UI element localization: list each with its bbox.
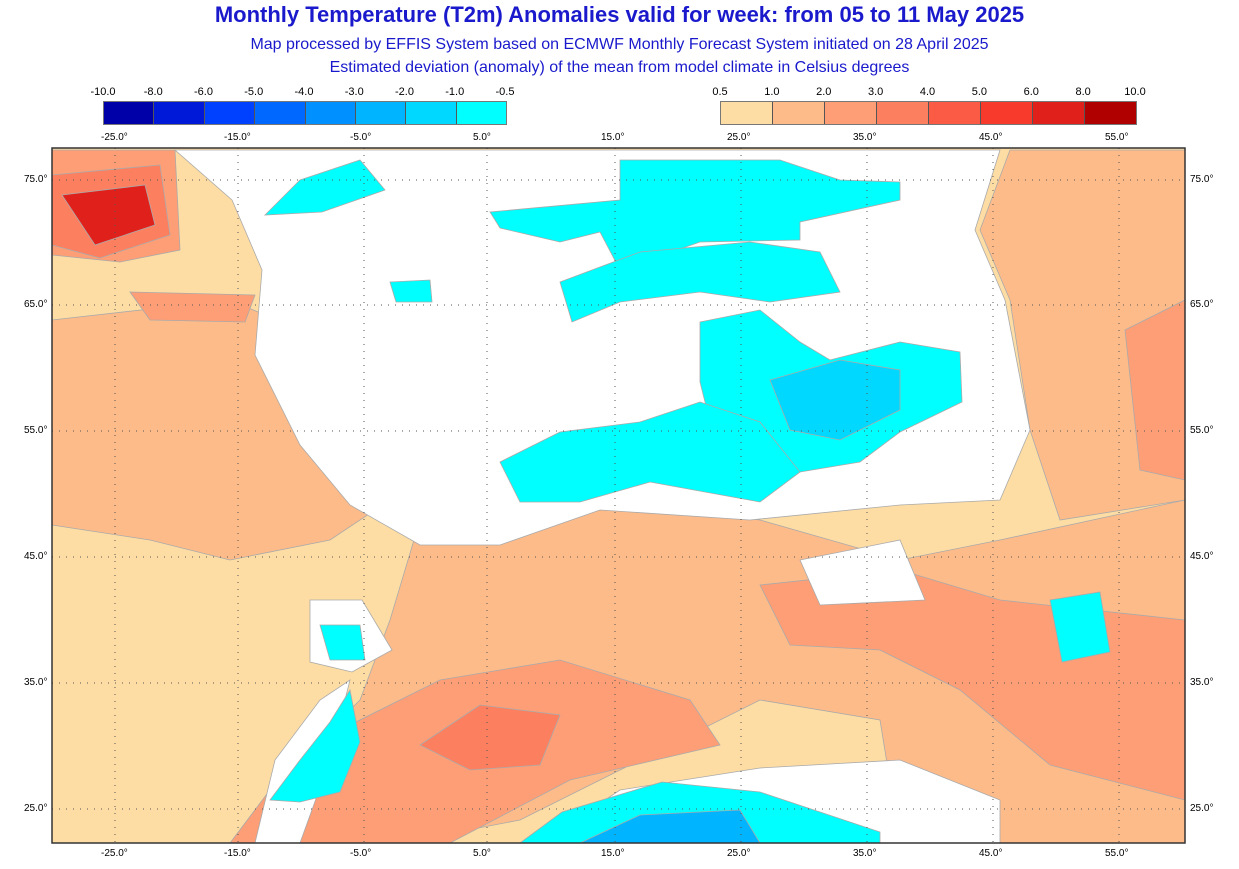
cold-anomaly-greenland-sea [263,159,386,216]
legend-swatch [929,102,981,124]
longitude-label-bottom: 15.0° [601,848,625,859]
anomaly-2-3-iceland [129,291,256,323]
map-title: Monthly Temperature (T2m) Anomalies vali… [214,2,1025,27]
longitude-label-bottom: 25.0° [727,848,751,859]
legend-swatch [825,102,877,124]
longitude-label-top: 55.0° [1105,132,1129,143]
latitude-label-left: 25.0° [24,803,48,814]
latitude-label-left: 45.0° [24,551,48,562]
legend-tick-label: 1.0 [764,86,780,98]
legend-tick-label: -10.0 [90,86,116,98]
legend-swatch [981,102,1033,124]
legend-tick-label: -8.0 [143,86,163,98]
legend-tick-label: 2.0 [816,86,832,98]
legend-tick-label: -6.0 [194,86,213,98]
anomaly-5-6-greenland [61,184,156,246]
longitude-label-bottom: 5.0° [473,848,491,859]
map-subtitle-processing: Map processed by EFFIS System based on E… [250,36,989,53]
cold-anomaly-iberia [319,624,366,661]
longitude-label-bottom: 45.0° [979,848,1003,859]
legend-tick-label: 0.5 [712,86,728,98]
legend-tick-label: -0.5 [495,86,515,98]
longitude-label-top: -25.0° [101,132,128,143]
legend-swatch [255,102,306,124]
latitude-label-left: 55.0° [24,425,48,436]
cold-anomaly-sahara-core [579,809,761,843]
legend-swatch [773,102,825,124]
legend-tick-label: 8.0 [1075,86,1091,98]
longitude-label-top: 25.0° [727,132,751,143]
cold-anomaly-norwegian-sea [389,279,433,303]
no-anomaly-caucasus [799,539,926,606]
cold-anomaly-legend [103,101,507,125]
legend-tick-label: -2.0 [395,86,414,98]
legend-tick-label: 5.0 [971,86,988,98]
legend-tick-label: -3.0 [344,86,364,98]
legend-swatch [305,102,356,124]
cold-anomaly-scandinavia [559,241,841,323]
latitude-label-right: 45.0° [1190,551,1214,562]
legend-swatch [1085,102,1136,124]
latitude-label-right: 65.0° [1190,299,1214,310]
legend-swatch [1033,102,1085,124]
longitude-label-top: -5.0° [350,132,372,143]
latitude-label-left: 35.0° [24,677,48,688]
longitude-label-bottom: 55.0° [1105,848,1129,859]
cold-anomaly-central-europe [499,401,801,503]
latitude-label-right: 75.0° [1190,174,1214,185]
longitude-label-top: 5.0° [473,132,491,143]
legend-tick-label: -5.0 [244,86,264,98]
legend-tick-label: 4.0 [919,86,936,98]
cold-anomaly-barents [489,159,901,271]
longitude-label-bottom: -25.0° [101,848,128,859]
longitude-label-top: 35.0° [853,132,877,143]
longitude-label-top: 15.0° [601,132,625,143]
anomaly-1-2-east [979,149,1185,521]
cold-anomaly-caspian [1049,591,1111,663]
cold-anomaly-morocco [269,688,361,803]
legend-swatch [355,102,407,124]
legend-tick-label: 10.0 [1124,86,1146,98]
legend-tick-label: 3.0 [867,86,884,98]
latitude-label-left: 75.0° [24,174,48,185]
latitude-label-right: 25.0° [1190,803,1214,814]
longitude-label-top: 45.0° [979,132,1003,143]
anomaly-2-3-urals [1124,299,1185,481]
legend-tick-label: -4.0 [294,86,314,98]
latitude-label-right: 55.0° [1190,425,1214,436]
legend-swatch [721,102,773,124]
warm-anomaly-legend [720,101,1137,125]
legend-tick-label: -1.0 [445,86,465,98]
anomaly-3-4-sahara [419,704,561,771]
longitude-label-bottom: -15.0° [224,848,251,859]
latitude-label-right: 35.0° [1190,677,1214,688]
longitude-label-bottom: -5.0° [350,848,372,859]
map-subtitle-description: Estimated deviation (anomaly) of the mea… [329,59,910,76]
legend-swatch [456,102,506,124]
legend-swatch [406,102,457,124]
legend-tick-label: 6.0 [1023,86,1039,98]
legend-swatch [104,102,155,124]
legend-swatch [154,102,205,124]
longitude-label-bottom: 35.0° [853,848,877,859]
legend-swatch [204,102,256,124]
latitude-label-left: 65.0° [24,299,48,310]
longitude-label-top: -15.0° [224,132,251,143]
map-frame [51,147,1186,844]
legend-swatch [877,102,929,124]
